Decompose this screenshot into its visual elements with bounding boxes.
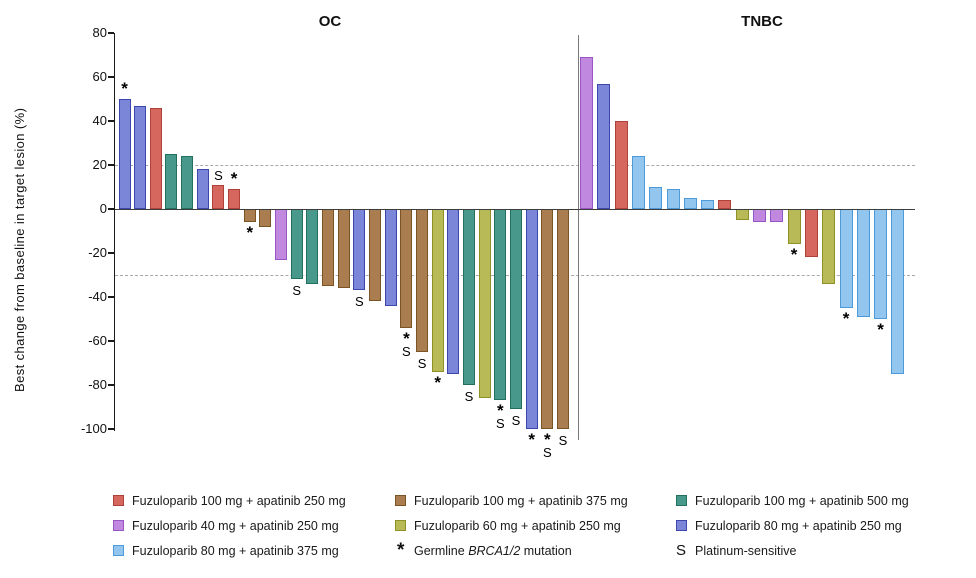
y-axis-tick: [108, 384, 114, 386]
panel-title-oc: OC: [318, 13, 342, 30]
platinum-sensitive-s: S: [558, 433, 568, 448]
bar-oc-28: [541, 209, 554, 429]
panel-divider: [577, 35, 579, 440]
y-axis-tick: [108, 296, 114, 298]
y-axis-tick: [108, 252, 114, 254]
bar-oc-3: [149, 107, 162, 209]
y-axis-tick: [108, 208, 114, 210]
y-tick-label: -60: [88, 333, 107, 348]
y-axis-line: [113, 33, 115, 431]
bar-oc-29: [556, 209, 569, 429]
bar-tnbc-16: [839, 209, 853, 308]
bar-tnbc-19: [891, 209, 905, 374]
y-axis-tick: [108, 32, 114, 34]
germline-brca-star: *: [842, 309, 850, 328]
germline-brca-star: *: [877, 320, 884, 339]
bar-oc-6: [196, 169, 209, 209]
reference-line-20: [115, 165, 915, 166]
y-tick-label: 20: [92, 157, 107, 172]
platinum-sensitive-s: S: [292, 283, 302, 299]
y-tick-label: 40: [92, 113, 107, 128]
y-tick-label: -20: [88, 245, 107, 260]
bar-oc-27: [525, 209, 538, 429]
y-axis-tick: [108, 164, 114, 166]
bar-oc-12: [290, 209, 303, 280]
bar-oc-22: [447, 209, 460, 374]
platinum-sensitive-s: S: [402, 343, 411, 359]
germline-brca-star: *: [403, 328, 410, 348]
bar-tnbc-9: [718, 200, 732, 209]
bar-oc-1: [118, 99, 131, 209]
y-tick-label: -40: [88, 289, 107, 304]
bar-oc-24: [478, 209, 491, 399]
y-tick-label: 60: [92, 69, 107, 84]
y-axis-tick: [108, 120, 114, 122]
bar-oc-21: [431, 209, 444, 372]
germline-brca-star: *: [434, 372, 441, 392]
platinum-sensitive-s: S: [214, 167, 223, 183]
germline-brca-star: *: [230, 169, 238, 189]
bar-tnbc-18: [874, 209, 888, 319]
germline-brca-star: *: [544, 430, 551, 449]
bar-tnbc-14: [804, 209, 818, 258]
y-axis-tick: [108, 428, 114, 430]
germline-brca-star: *: [246, 223, 254, 243]
y-tick-label: 80: [92, 25, 107, 40]
bar-tnbc-3: [614, 121, 628, 209]
bar-oc-20: [416, 209, 429, 352]
germline-brca-star: *: [497, 401, 504, 421]
y-axis-tick: [108, 340, 114, 342]
bar-oc-2: [134, 105, 147, 209]
bar-tnbc-6: [666, 189, 680, 209]
germline-brca-star: *: [121, 79, 128, 98]
bar-oc-17: [369, 209, 382, 302]
bar-tnbc-15: [822, 209, 836, 284]
platinum-sensitive-s: S: [417, 356, 427, 371]
bar-oc-26: [510, 209, 522, 410]
platinum-sensitive-s: S: [495, 416, 505, 432]
bar-oc-10: [259, 209, 272, 227]
platinum-sensitive-s: S: [464, 389, 474, 404]
bar-tnbc-8: [701, 200, 715, 209]
bar-tnbc-5: [649, 187, 663, 209]
zero-baseline: [115, 208, 915, 210]
bar-tnbc-4: [631, 156, 645, 209]
platinum-sensitive-s: S: [511, 413, 521, 429]
bar-oc-15: [337, 209, 350, 289]
bar-oc-11: [275, 209, 288, 260]
germline-brca-star: *: [790, 245, 798, 265]
bar-tnbc-10: [735, 209, 749, 220]
bar-oc-19: [400, 209, 413, 328]
y-tick-label: -80: [88, 377, 107, 392]
y-tick-label: 0: [99, 201, 107, 216]
bar-oc-14: [322, 209, 335, 286]
bar-oc-18: [384, 209, 397, 306]
bar-tnbc-17: [856, 209, 870, 317]
panel-title-tnbc: TNBC: [741, 13, 783, 30]
y-axis-tick: [108, 76, 114, 78]
platinum-sensitive-s: S: [355, 294, 364, 310]
bar-oc-9: [243, 209, 256, 223]
bar-tnbc-12: [770, 209, 784, 223]
bar-oc-8: [228, 189, 241, 209]
bar-tnbc-13: [787, 209, 801, 245]
y-tick-label: -100: [80, 421, 107, 436]
bar-oc-7: [212, 184, 225, 209]
bar-oc-16: [353, 209, 366, 291]
bar-oc-5: [181, 156, 194, 209]
bar-tnbc-7: [683, 198, 697, 209]
bar-oc-13: [306, 209, 319, 284]
bar-oc-4: [165, 154, 178, 209]
bar-oc-25: [494, 209, 507, 401]
bar-tnbc-1: [580, 57, 593, 209]
bar-tnbc-11: [753, 209, 766, 223]
bar-tnbc-2: [597, 83, 611, 209]
platinum-sensitive-s: S: [542, 445, 552, 460]
germline-brca-star: *: [528, 430, 535, 449]
bar-oc-23: [463, 209, 476, 385]
